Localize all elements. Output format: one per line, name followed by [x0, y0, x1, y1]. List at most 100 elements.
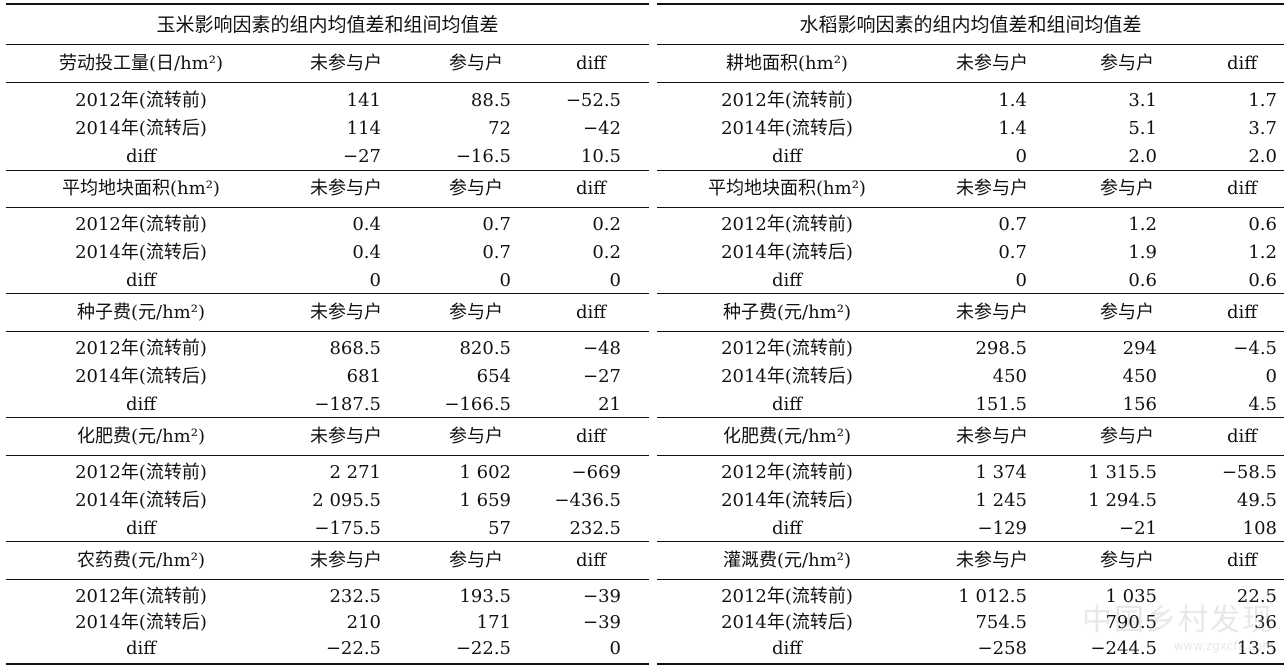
table-row: diff −187.5 −166.5 21	[6, 391, 649, 419]
cell-nonparticipant: 1 012.5	[958, 586, 1027, 607]
header-rule	[6, 207, 1284, 208]
cell-nonparticipant: 0.4	[352, 214, 381, 235]
cell-nonparticipant: 0.7	[998, 214, 1027, 235]
table-row: 2014年(流转后) 0.4 0.7 0.2	[6, 239, 649, 267]
col-header-participant: 参与户	[1100, 53, 1154, 74]
col-header-nonparticipant: 未参与户	[310, 550, 382, 571]
table-row: diff 151.5 156 4.5	[657, 391, 1284, 419]
col-header-nonparticipant: 未参与户	[310, 53, 382, 74]
cell-participant: 0.7	[482, 242, 511, 263]
block-header-row: 种子费(元/hm²) 未参与户 参与户 diff	[657, 299, 1284, 327]
row-label: 2012年(流转前)	[75, 462, 207, 483]
col-header-participant: 参与户	[1100, 426, 1154, 447]
cell-diff: 21	[598, 394, 621, 415]
cell-diff: 2.0	[1248, 146, 1277, 167]
row-label: 2012年(流转前)	[75, 338, 207, 359]
row-label: 2014年(流转后)	[721, 118, 853, 139]
cell-participant: −166.5	[444, 394, 511, 415]
cell-participant: 193.5	[459, 586, 511, 607]
table-row: 2012年(流转前) 232.5 193.5 −39	[6, 583, 649, 611]
table-row: 2014年(流转后) 114 72 −42	[6, 115, 649, 143]
factor-label: 劳动投工量(日/hm²)	[59, 53, 223, 74]
cell-diff: 13.5	[1236, 638, 1277, 659]
col-header-nonparticipant: 未参与户	[956, 178, 1028, 199]
cell-diff: 0.6	[1248, 270, 1277, 291]
table-row: 2012年(流转前) 868.5 820.5 −48	[6, 335, 649, 363]
cell-nonparticipant: 1.4	[998, 118, 1027, 139]
cell-diff: 1.7	[1248, 90, 1277, 111]
table-row: 2012年(流转前) 1 374 1 315.5 −58.5	[657, 459, 1284, 487]
col-header-participant: 参与户	[449, 178, 503, 199]
cell-diff: −42	[583, 118, 621, 139]
factor-label: 耕地面积(hm²)	[726, 53, 848, 74]
col-header-participant: 参与户	[449, 426, 503, 447]
col-header-nonparticipant: 未参与户	[956, 53, 1028, 74]
cell-nonparticipant: 0.7	[998, 242, 1027, 263]
block-header-row: 平均地块面积(hm²) 未参与户 参与户 diff	[657, 175, 1284, 203]
header-rule	[6, 579, 1284, 580]
row-label: diff	[771, 146, 803, 167]
cell-diff: 22.5	[1236, 586, 1277, 607]
cell-nonparticipant: 232.5	[329, 586, 381, 607]
comparison-table: 玉米影响因素的组内均值差和组间均值差 劳动投工量(日/hm²) 未参与户 参与户…	[6, 3, 1284, 665]
cell-participant: 1.9	[1128, 242, 1157, 263]
row-label: 2012年(流转前)	[721, 338, 853, 359]
block-header-row: 种子费(元/hm²) 未参与户 参与户 diff	[6, 299, 649, 327]
table-row: diff 0 0.6 0.6	[657, 267, 1284, 295]
cell-nonparticipant: −27	[343, 146, 381, 167]
cell-nonparticipant: 1.4	[998, 90, 1027, 111]
cell-participant: 294	[1122, 338, 1157, 359]
table-row: 2012年(流转前) 0.4 0.7 0.2	[6, 211, 649, 239]
cell-participant: 171	[476, 612, 511, 633]
col-header-diff: diff	[575, 302, 607, 323]
table-row: 2012年(流转前) 2 271 1 602 −669	[6, 459, 649, 487]
title-rule	[6, 44, 1284, 45]
cell-participant: −22.5	[455, 638, 511, 659]
col-header-diff: diff	[1226, 426, 1258, 447]
row-label: 2012年(流转前)	[75, 214, 207, 235]
table-row: diff 0 0 0	[6, 267, 649, 295]
factor-label: 种子费(元/hm²)	[723, 302, 851, 323]
row-label: 2012年(流转前)	[721, 90, 853, 111]
cell-participant: 820.5	[459, 338, 511, 359]
table-row: 2014年(流转后) 0.7 1.9 1.2	[657, 239, 1284, 267]
factor-label: 种子费(元/hm²)	[77, 302, 205, 323]
cell-nonparticipant: 681	[346, 366, 381, 387]
factor-label: 灌溉费(元/hm²)	[723, 550, 851, 571]
table-row: 2012年(流转前) 141 88.5 −52.5	[6, 87, 649, 115]
row-label: 2014年(流转后)	[75, 118, 207, 139]
cell-diff: 0	[609, 638, 621, 659]
cell-diff: 108	[1242, 518, 1277, 539]
cell-participant: 0	[499, 270, 511, 291]
table-row: diff −22.5 −22.5 0	[6, 635, 649, 663]
cell-participant: 1 035	[1105, 586, 1157, 607]
cell-participant: 1 294.5	[1088, 490, 1157, 511]
row-label: 2014年(流转后)	[75, 242, 207, 263]
row-label: diff	[771, 394, 803, 415]
cell-participant: 654	[476, 366, 511, 387]
block-header-row: 耕地面积(hm²) 未参与户 参与户 diff	[657, 50, 1284, 78]
block-header-row: 劳动投工量(日/hm²) 未参与户 参与户 diff	[6, 50, 649, 78]
cell-participant: −244.5	[1090, 638, 1157, 659]
cell-participant: 0.7	[482, 214, 511, 235]
cell-diff: 49.5	[1236, 490, 1277, 511]
cell-participant: 1 602	[459, 462, 511, 483]
row-label: diff	[125, 270, 157, 291]
cell-nonparticipant: 114	[346, 118, 381, 139]
cell-participant: 2.0	[1128, 146, 1157, 167]
col-header-participant: 参与户	[449, 550, 503, 571]
row-label: diff	[771, 638, 803, 659]
table-row: 2012年(流转前) 298.5 294 −4.5	[657, 335, 1284, 363]
cell-diff: 232.5	[569, 518, 621, 539]
header-rule	[6, 82, 1284, 83]
cell-diff: 4.5	[1248, 394, 1277, 415]
cell-diff: 0	[1265, 366, 1277, 387]
col-header-nonparticipant: 未参与户	[956, 302, 1028, 323]
block-rule	[6, 170, 1284, 171]
cell-participant: 3.1	[1128, 90, 1157, 111]
table-row: 2014年(流转后) 210 171 −39	[6, 609, 649, 637]
block-header-row: 平均地块面积(hm²) 未参与户 参与户 diff	[6, 175, 649, 203]
table-row: diff −27 −16.5 10.5	[6, 143, 649, 171]
cell-diff: 3.7	[1248, 118, 1277, 139]
factor-label: 农药费(元/hm²)	[77, 550, 205, 571]
